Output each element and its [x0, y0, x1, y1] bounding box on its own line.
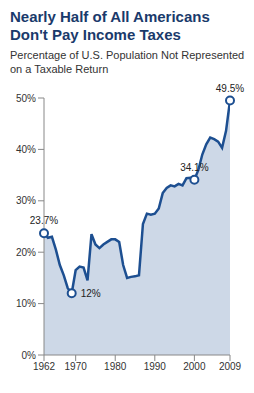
svg-text:50%: 50%	[16, 93, 36, 104]
svg-text:20%: 20%	[16, 247, 36, 258]
svg-text:1970: 1970	[65, 361, 88, 372]
svg-text:1962: 1962	[33, 361, 56, 372]
svg-text:1990: 1990	[144, 361, 167, 372]
svg-text:34.1%: 34.1%	[180, 162, 208, 173]
svg-text:30%: 30%	[16, 195, 36, 206]
svg-text:49.5%: 49.5%	[216, 83, 244, 94]
svg-text:2000: 2000	[183, 361, 206, 372]
html-text:Percentage of U.S. Population: Percentage of U.S. Population Not Repres…	[10, 49, 245, 75]
svg-text:23.7%: 23.7%	[30, 215, 58, 226]
svg-text:40%: 40%	[16, 144, 36, 155]
svg-text:2009: 2009	[219, 361, 242, 372]
svg-text:10%: 10%	[16, 298, 36, 309]
svg-text:0%: 0%	[22, 350, 37, 361]
html-text:Nearly Half of All Americans D: Nearly Half of All Americans Don't Pay I…	[10, 8, 210, 43]
svg-text:1980: 1980	[104, 361, 127, 372]
svg-text:12%: 12%	[81, 288, 101, 299]
